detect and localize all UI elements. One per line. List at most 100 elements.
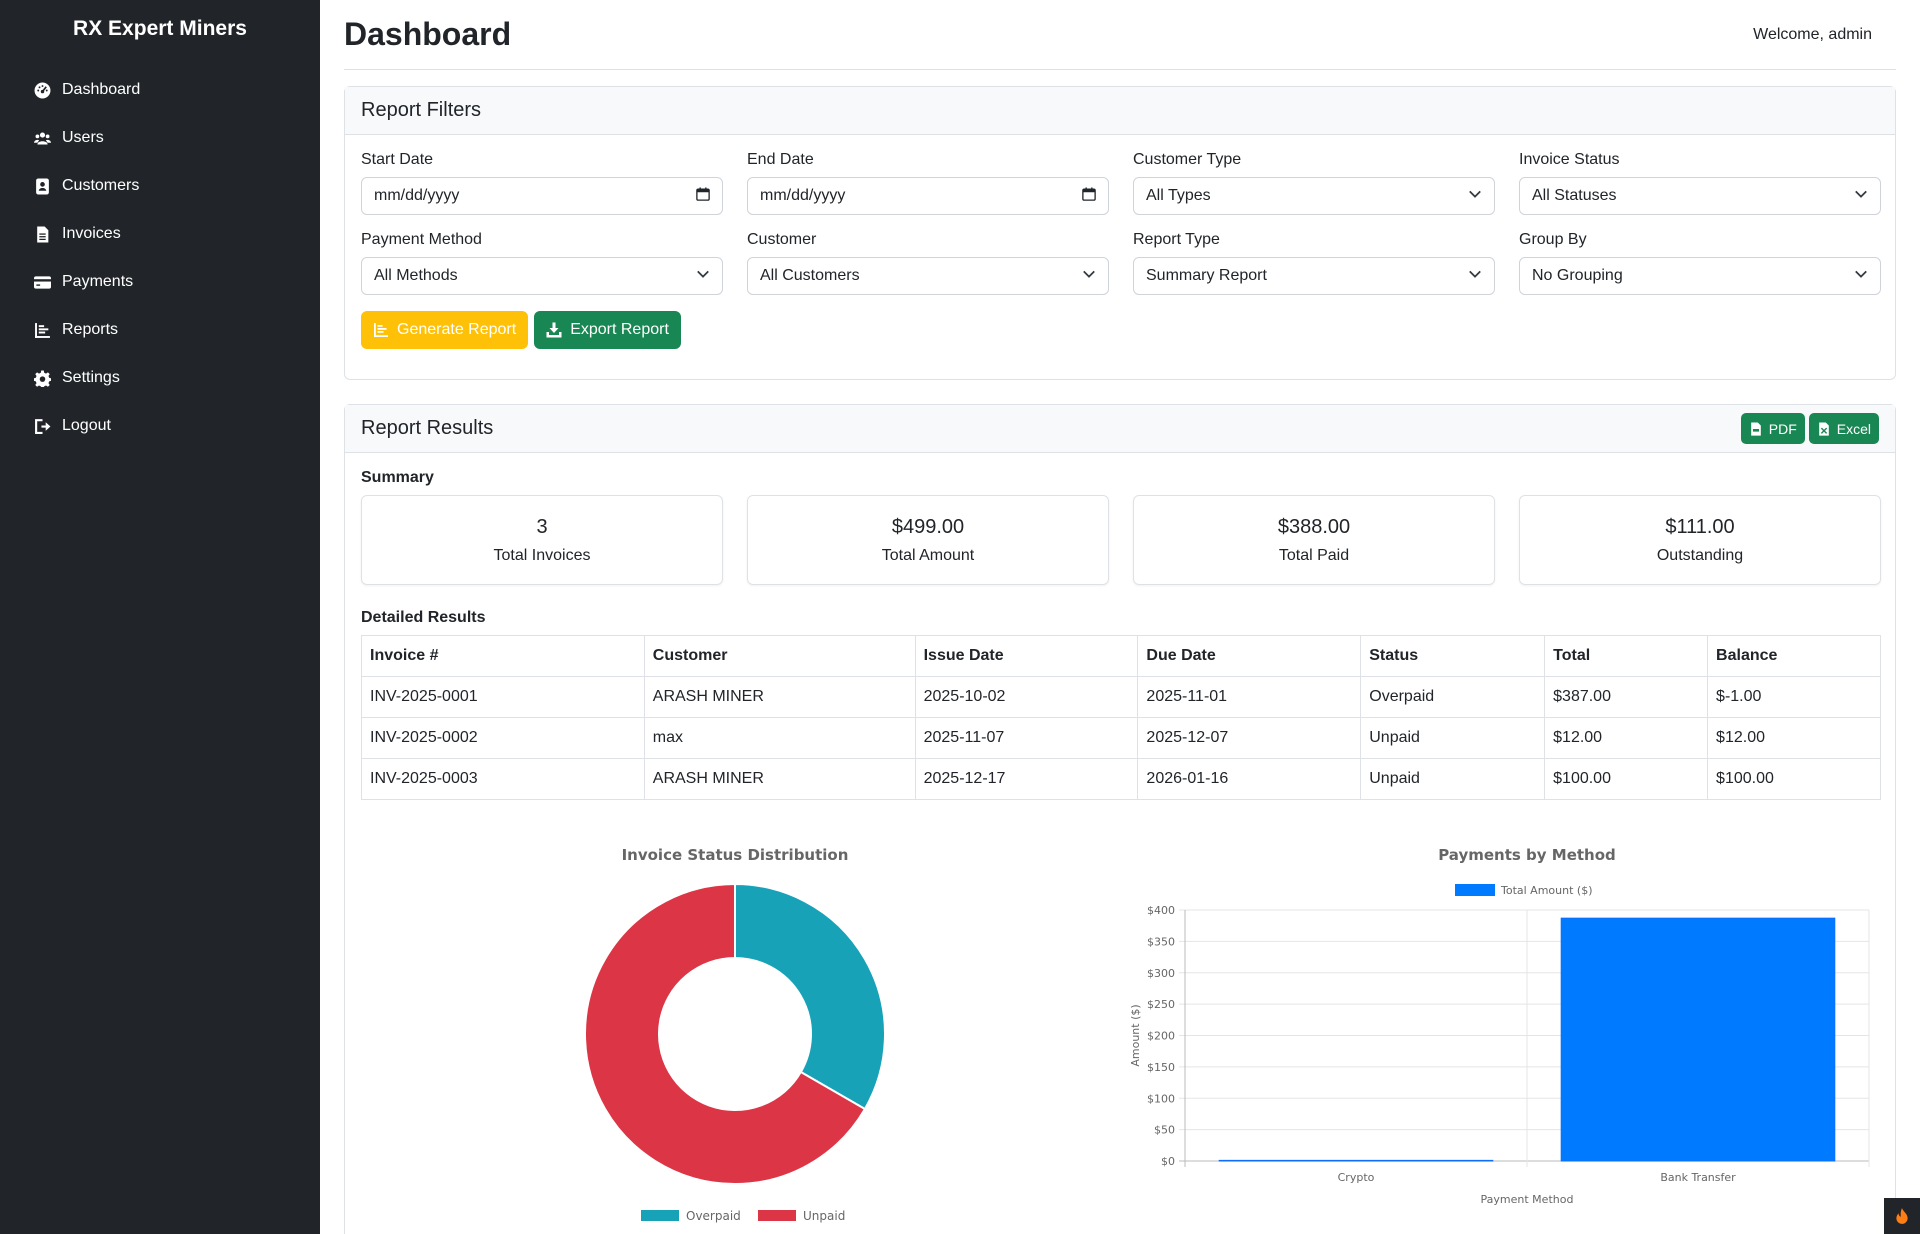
table-cell: 2025-12-07 — [1137, 717, 1362, 759]
table-cell: INV-2025-0003 — [361, 758, 645, 800]
report-type-label: Report Type — [1133, 231, 1220, 248]
generate-report-button[interactable]: Generate Report — [361, 311, 529, 349]
invoice-status-value: All Statuses — [1532, 187, 1617, 204]
end-date-value: mm/dd/yyyy — [760, 187, 846, 204]
chevron-down-icon — [696, 267, 710, 286]
pdf-button[interactable]: PDF — [1740, 413, 1805, 444]
table-cell: 2025-10-02 — [914, 676, 1139, 718]
invoice-status-field: Invoice Status All Statuses — [1519, 151, 1881, 215]
download-icon — [546, 322, 562, 338]
report-filters-title: Report Filters — [361, 99, 482, 121]
chart-icon — [32, 320, 52, 340]
chevron-down-icon — [1854, 267, 1868, 286]
results-table: Invoice # Customer Issue Date Due Date S… — [361, 635, 1881, 800]
y-axis-label: Amount ($) — [1129, 1004, 1142, 1066]
payments-by-method-chart: Payments by Method Total Amount ($) $0 $50 $… — [1129, 846, 1870, 1206]
stat-card-total-invoices: 3 Total Invoices — [361, 495, 723, 585]
stat-label: Total Amount — [881, 546, 975, 564]
y-tick-label: $100 — [1147, 1092, 1175, 1105]
topbar: Dashboard Welcome, admin — [344, 0, 1896, 70]
gauge-icon — [32, 80, 52, 100]
y-tick-label: $0 — [1161, 1155, 1175, 1168]
y-tick-label: $300 — [1147, 967, 1175, 980]
table-cell: ARASH MINER — [643, 758, 916, 800]
flame-icon[interactable] — [1884, 1198, 1920, 1234]
sidebar-item-settings[interactable]: Settings — [0, 354, 320, 402]
y-tick-label: $50 — [1154, 1124, 1175, 1137]
stat-card-total-paid: $388.00 Total Paid — [1133, 495, 1495, 585]
customer-type-select[interactable]: All Types — [1133, 177, 1495, 215]
invoice-status-chart: Invoice Status Distribution Overpaid Unpai… — [584, 846, 886, 1223]
sidebar-item-label: Dashboard — [62, 81, 141, 98]
export-report-button[interactable]: Export Report — [534, 311, 681, 349]
start-date-field: Start Date mm/dd/yyyy — [361, 151, 723, 215]
table-row: INV-2025-0003 ARASH MINER 2025-12-17 202… — [361, 758, 1881, 800]
report-type-value: Summary Report — [1146, 267, 1267, 284]
chevron-down-icon — [1854, 187, 1868, 206]
customer-field: Customer All Customers — [747, 231, 1109, 295]
invoice-status-label: Invoice Status — [1519, 151, 1620, 168]
table-cell: INV-2025-0001 — [361, 676, 645, 718]
customer-label: Customer — [747, 231, 817, 248]
stat-value: 3 — [536, 515, 548, 538]
table-cell: $12.00 — [1544, 717, 1709, 759]
column-header: Balance — [1707, 635, 1881, 677]
sidebar: RX Expert Miners Dashboard Users Custome… — [0, 0, 320, 1234]
table-cell: $100.00 — [1544, 758, 1709, 800]
sidebar-item-invoices[interactable]: Invoices — [0, 210, 320, 258]
x-tick-label: Bank Transfer — [1660, 1171, 1736, 1184]
payment-method-select[interactable]: All Methods — [361, 257, 723, 295]
bar — [1218, 1159, 1494, 1162]
end-date-input[interactable]: mm/dd/yyyy — [747, 177, 1109, 215]
doughnut-slice — [584, 882, 867, 1185]
report-results-card: Report Results PDF Excel Summary 3 Total… — [344, 404, 1896, 1234]
gear-icon — [32, 368, 52, 388]
sidebar-item-users[interactable]: Users — [0, 114, 320, 162]
column-header: Due Date — [1137, 635, 1362, 677]
sidebar-item-payments[interactable]: Payments — [0, 258, 320, 306]
document-icon — [32, 224, 52, 244]
y-tick-label: $200 — [1147, 1030, 1175, 1043]
report-type-select[interactable]: Summary Report — [1133, 257, 1495, 295]
credit-card-icon — [32, 272, 52, 292]
summary-stats: 3 Total Invoices $499.00 Total Amount $3… — [361, 495, 1881, 585]
start-date-value: mm/dd/yyyy — [374, 187, 460, 204]
stat-card-outstanding: $111.00 Outstanding — [1519, 495, 1881, 585]
start-date-label: Start Date — [361, 151, 434, 168]
sidebar-item-label: Invoices — [62, 225, 121, 242]
sidebar-item-reports[interactable]: Reports — [0, 306, 320, 354]
start-date-input[interactable]: mm/dd/yyyy — [361, 177, 723, 215]
welcome-text: Welcome, admin — [1753, 25, 1872, 43]
charts-area: Invoice Status Distribution Overpaid Unpai… — [361, 824, 1879, 1234]
chart-title: Invoice Status Distribution — [622, 846, 849, 864]
excel-button[interactable]: Excel — [1808, 413, 1879, 444]
stat-value: $388.00 — [1277, 515, 1351, 538]
sidebar-item-dashboard[interactable]: Dashboard — [0, 66, 320, 114]
table-cell: ARASH MINER — [643, 676, 916, 718]
report-filters-card: Report Filters Start Date mm/dd/yyyy End… — [344, 86, 1896, 380]
export-report-label: Export Report — [570, 321, 669, 338]
detailed-results-label: Detailed Results — [361, 609, 486, 626]
calendar-icon[interactable] — [1082, 186, 1096, 206]
sidebar-item-logout[interactable]: Logout — [0, 402, 320, 450]
report-results-header: Report Results PDF Excel — [345, 405, 1895, 453]
calendar-icon[interactable] — [696, 186, 710, 206]
report-type-field: Report Type Summary Report — [1133, 231, 1495, 295]
customer-type-value: All Types — [1146, 187, 1211, 204]
table-cell: 2025-11-01 — [1137, 676, 1362, 718]
sidebar-item-label: Logout — [62, 417, 111, 434]
payment-method-value: All Methods — [374, 267, 458, 284]
invoice-status-select[interactable]: All Statuses — [1519, 177, 1881, 215]
group-by-select[interactable]: No Grouping — [1519, 257, 1881, 295]
stat-value: $111.00 — [1665, 515, 1735, 538]
legend-swatch — [1455, 884, 1495, 896]
sidebar-item-label: Payments — [62, 273, 134, 290]
page-title: Dashboard — [344, 16, 512, 52]
stat-label: Total Invoices — [493, 546, 591, 564]
customer-select[interactable]: All Customers — [747, 257, 1109, 295]
legend-swatch — [641, 1210, 679, 1221]
payment-method-label: Payment Method — [361, 231, 482, 248]
sidebar-item-customers[interactable]: Customers — [0, 162, 320, 210]
report-filters-header: Report Filters — [345, 87, 1895, 135]
bar — [1560, 917, 1836, 1162]
